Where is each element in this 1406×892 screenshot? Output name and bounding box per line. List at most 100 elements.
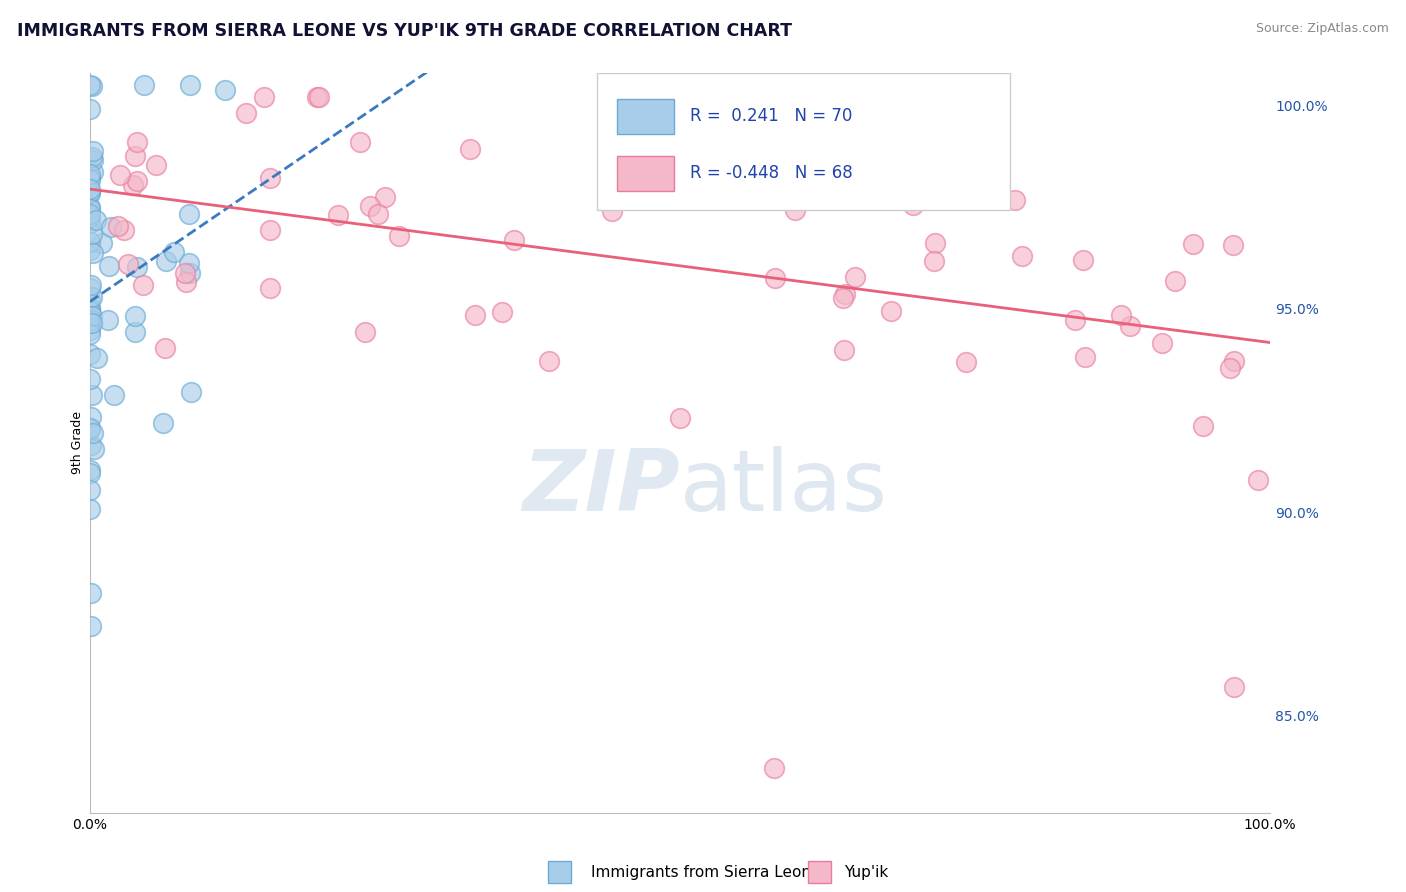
Text: atlas: atlas bbox=[679, 446, 887, 529]
Point bbox=[82, 227, 104, 242]
Point bbox=[80, 316, 103, 330]
Point bbox=[79, 483, 101, 498]
Point bbox=[537, 354, 560, 368]
Point bbox=[80, 277, 103, 292]
Point bbox=[163, 245, 186, 260]
Point bbox=[124, 325, 146, 339]
Point bbox=[79, 202, 101, 216]
Point bbox=[763, 271, 786, 285]
FancyBboxPatch shape bbox=[598, 73, 1010, 210]
Point bbox=[1247, 473, 1270, 487]
Text: ZIP: ZIP bbox=[522, 446, 679, 529]
Point bbox=[834, 287, 856, 301]
Point bbox=[110, 168, 132, 182]
Point bbox=[1004, 194, 1026, 208]
Point bbox=[79, 323, 101, 337]
Point bbox=[82, 144, 104, 158]
Point bbox=[107, 219, 129, 234]
Point bbox=[79, 502, 101, 516]
Point bbox=[898, 143, 921, 157]
Point bbox=[1074, 351, 1097, 365]
Y-axis label: 9th Grade: 9th Grade bbox=[72, 411, 84, 475]
Point bbox=[80, 619, 103, 633]
Point bbox=[174, 275, 197, 289]
Point bbox=[353, 325, 375, 339]
Point bbox=[79, 410, 101, 425]
Point bbox=[100, 219, 122, 234]
Point bbox=[80, 310, 103, 324]
Point bbox=[834, 95, 856, 109]
Point bbox=[79, 216, 101, 230]
Point bbox=[80, 313, 103, 327]
Point bbox=[374, 190, 396, 204]
Point bbox=[502, 233, 524, 247]
Point bbox=[844, 269, 866, 284]
Point bbox=[1118, 319, 1140, 334]
Text: Source: ZipAtlas.com: Source: ZipAtlas.com bbox=[1256, 22, 1389, 36]
Point bbox=[152, 416, 174, 430]
Point bbox=[132, 78, 155, 92]
Point bbox=[1152, 336, 1174, 351]
Point bbox=[359, 199, 381, 213]
Point bbox=[1064, 312, 1087, 326]
Point bbox=[79, 293, 101, 308]
Text: Yup'ik: Yup'ik bbox=[844, 865, 887, 880]
Point bbox=[127, 174, 149, 188]
Point bbox=[79, 304, 101, 318]
Text: Immigrants from Sierra Leone: Immigrants from Sierra Leone bbox=[591, 865, 820, 880]
Point bbox=[1222, 238, 1244, 252]
Point bbox=[79, 200, 101, 214]
Point bbox=[125, 260, 148, 275]
Point bbox=[79, 467, 101, 481]
Point bbox=[174, 266, 197, 280]
Point bbox=[214, 83, 236, 97]
Point bbox=[808, 126, 831, 140]
Text: R =  0.241   N = 70: R = 0.241 N = 70 bbox=[690, 107, 852, 125]
Point bbox=[669, 410, 692, 425]
Point bbox=[117, 257, 139, 271]
Point bbox=[91, 235, 114, 250]
Point bbox=[903, 198, 925, 212]
Point bbox=[179, 78, 201, 92]
Point bbox=[763, 761, 786, 775]
Point bbox=[1223, 680, 1246, 694]
Point bbox=[924, 235, 946, 250]
Point bbox=[832, 291, 855, 305]
Point bbox=[79, 186, 101, 200]
Point bbox=[145, 158, 167, 172]
Point bbox=[79, 463, 101, 477]
Point bbox=[79, 170, 101, 185]
Point bbox=[387, 228, 409, 243]
Point bbox=[79, 301, 101, 316]
Point bbox=[103, 387, 125, 401]
Point bbox=[79, 207, 101, 221]
Point bbox=[832, 343, 855, 358]
Point bbox=[965, 144, 987, 158]
Point bbox=[1071, 253, 1094, 268]
Point bbox=[82, 426, 104, 441]
Point bbox=[79, 346, 101, 360]
Point bbox=[367, 207, 389, 221]
Point bbox=[86, 351, 108, 365]
Point bbox=[259, 170, 281, 185]
Point bbox=[349, 135, 371, 149]
Text: IMMIGRANTS FROM SIERRA LEONE VS YUP'IK 9TH GRADE CORRELATION CHART: IMMIGRANTS FROM SIERRA LEONE VS YUP'IK 9… bbox=[17, 22, 792, 40]
Point bbox=[80, 438, 103, 452]
Point bbox=[80, 387, 103, 401]
Point bbox=[82, 165, 104, 179]
Point bbox=[1192, 418, 1215, 433]
Point bbox=[125, 135, 148, 149]
Point bbox=[870, 186, 893, 201]
Point bbox=[79, 243, 101, 257]
Point bbox=[955, 354, 977, 368]
Point bbox=[880, 304, 903, 318]
Point bbox=[79, 235, 101, 249]
Point bbox=[328, 208, 350, 222]
Point bbox=[922, 253, 945, 268]
Point bbox=[79, 316, 101, 330]
Point bbox=[1011, 249, 1033, 263]
Point bbox=[112, 222, 135, 236]
Point bbox=[1182, 237, 1205, 252]
Point bbox=[80, 79, 103, 94]
Point bbox=[80, 586, 103, 600]
